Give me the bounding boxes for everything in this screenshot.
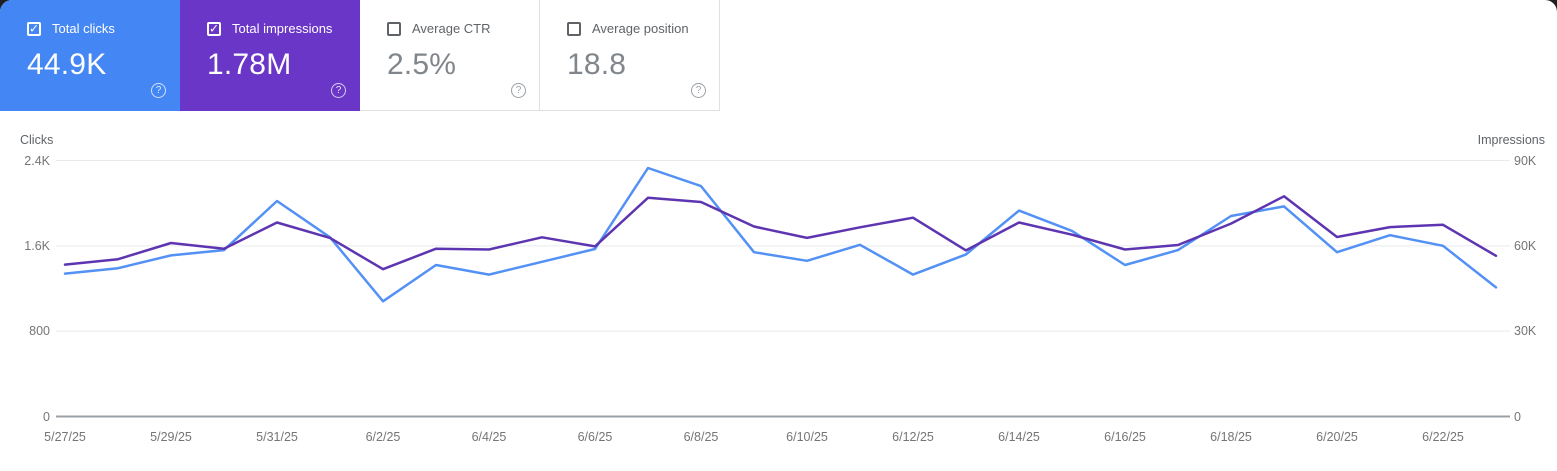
card-average-ctr[interactable]: Average CTR 2.5% ? (360, 0, 540, 111)
checkmark-icon: ✓ (28, 21, 40, 35)
impressions-line (63, 195, 1498, 271)
card-total-impressions[interactable]: ✓ Total impressions 1.78M ? (180, 0, 360, 111)
average-ctr-value: 2.5% (387, 48, 457, 81)
total-clicks-checkbox[interactable]: ✓ (27, 21, 41, 36)
right-axis-tick: 90K (1514, 153, 1537, 168)
card-average-position[interactable]: Average position 18.8 ? (540, 0, 720, 111)
x-axis-tick: 5/29/25 (150, 430, 192, 444)
help-icon[interactable]: ? (691, 83, 706, 98)
card-label: Average CTR (412, 21, 491, 36)
card-header: ✓ Total clicks (27, 21, 179, 36)
card-label: Total clicks (52, 21, 115, 36)
metric-cards: ✓ Total clicks 44.9K ? ✓ Total impressio… (0, 0, 720, 111)
x-axis-tick: 6/20/25 (1316, 430, 1358, 444)
right-axis-title: Impressions (1477, 133, 1545, 147)
x-axis-tick: 6/8/25 (683, 430, 719, 444)
x-axis-tick: 6/2/25 (365, 430, 401, 444)
average-position-checkbox[interactable] (567, 21, 581, 36)
help-icon[interactable]: ? (511, 83, 526, 98)
total-impressions-checkbox[interactable]: ✓ (207, 21, 221, 36)
card-header: Average CTR (387, 21, 539, 36)
right-axis-tick: 30K (1514, 324, 1537, 339)
x-axis-tick: 6/18/25 (1210, 430, 1252, 444)
x-axis-tick: 6/6/25 (577, 430, 613, 444)
x-axis-tick: 6/22/25 (1422, 430, 1464, 444)
clicks-line (63, 166, 1498, 303)
left-axis-title: Clicks (20, 133, 54, 147)
total-impressions-value: 1.78M (207, 48, 292, 81)
left-axis-tick: 800 (29, 324, 50, 339)
average-position-value: 18.8 (567, 48, 627, 81)
performance-chart[interactable]: Clicks Impressions 2.4K 1.6K 800 0 90K 60K 30K 0 5… (0, 111, 1557, 471)
total-clicks-value: 44.9K (27, 48, 107, 81)
x-axis-tick: 5/27/25 (44, 430, 86, 444)
chart-svg (56, 160, 1510, 418)
x-axis-tick: 6/16/25 (1104, 430, 1146, 444)
card-total-clicks[interactable]: ✓ Total clicks 44.9K ? (0, 0, 180, 111)
average-ctr-checkbox[interactable] (387, 21, 401, 36)
left-axis-tick: 0 (43, 409, 50, 424)
card-label: Total impressions (232, 21, 333, 36)
help-icon[interactable]: ? (331, 83, 346, 98)
card-label: Average position (592, 21, 689, 36)
left-axis-tick: 1.6K (24, 238, 50, 253)
card-header: Average position (567, 21, 719, 36)
right-axis-tick: 60K (1514, 238, 1537, 253)
x-axis-tick: 6/14/25 (998, 430, 1040, 444)
x-axis-tick: 6/10/25 (786, 430, 828, 444)
right-axis-tick: 0 (1514, 409, 1521, 424)
x-axis-tick: 5/31/25 (256, 430, 298, 444)
card-header: ✓ Total impressions (207, 21, 359, 36)
checkmark-icon: ✓ (208, 21, 220, 35)
help-icon[interactable]: ? (151, 83, 166, 98)
x-axis-tick: 6/4/25 (471, 430, 507, 444)
left-axis-tick: 2.4K (24, 153, 50, 168)
x-axis-tick: 6/12/25 (892, 430, 934, 444)
